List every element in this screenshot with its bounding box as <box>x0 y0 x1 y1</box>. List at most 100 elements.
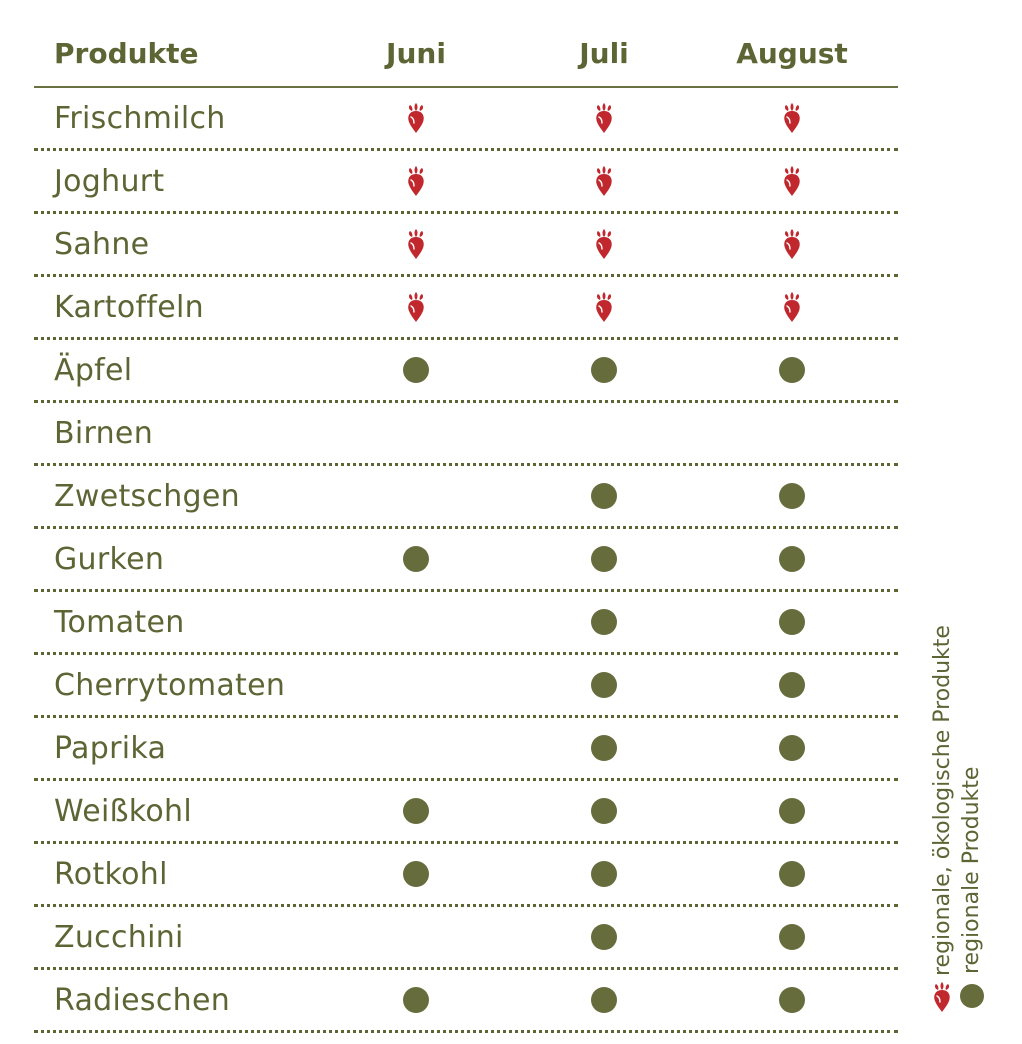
table-row: Birnen <box>34 403 898 466</box>
table-body: Frischmilch Joghurt Sahne Kartoffeln Äpfel Bi… <box>34 88 898 1033</box>
seasonal-products-table: Produkte Juni Juli August Frischmilch Jog… <box>34 20 898 1033</box>
dot-icon <box>591 861 617 887</box>
dot-icon <box>403 987 429 1013</box>
product-name: Tomaten <box>54 604 185 640</box>
cell-july <box>554 340 654 400</box>
cell-july <box>554 214 654 274</box>
beet-icon <box>593 166 615 196</box>
dot-icon <box>591 609 617 635</box>
cell-august <box>742 88 842 148</box>
table-row: Rotkohl <box>34 844 898 907</box>
cell-july <box>554 529 654 589</box>
dot-icon <box>591 672 617 698</box>
cell-june <box>366 340 466 400</box>
dot-icon <box>779 546 805 572</box>
product-name: Äpfel <box>54 352 133 388</box>
dot-icon <box>403 546 429 572</box>
table-row: Cherrytomaten <box>34 655 898 718</box>
dot-icon <box>779 798 805 824</box>
beet-icon <box>931 982 953 1012</box>
header-month-june: Juni <box>386 36 446 70</box>
dot-icon <box>591 987 617 1013</box>
dot-icon <box>779 861 805 887</box>
header-month-august: August <box>736 36 848 70</box>
table-row: Radieschen <box>34 970 898 1033</box>
cell-june <box>366 655 466 715</box>
cell-august <box>742 277 842 337</box>
cell-july <box>554 88 654 148</box>
dot-icon <box>403 357 429 383</box>
dot-icon <box>591 924 617 950</box>
product-name: Sahne <box>54 226 150 262</box>
cell-august <box>742 340 842 400</box>
cell-august <box>742 466 842 526</box>
cell-june <box>366 718 466 778</box>
cell-july <box>554 718 654 778</box>
legend: regionale, ökologische Produkte regional… <box>925 590 995 1012</box>
product-name: Paprika <box>54 730 167 766</box>
dot-icon <box>779 987 805 1013</box>
beet-icon <box>405 166 427 196</box>
cell-june <box>366 529 466 589</box>
cell-june <box>366 592 466 652</box>
table-row: Äpfel <box>34 340 898 403</box>
table-row: Weißkohl <box>34 781 898 844</box>
dot-icon <box>959 984 984 1008</box>
product-name: Frischmilch <box>54 100 226 136</box>
cell-august <box>742 970 842 1030</box>
cell-august <box>742 844 842 904</box>
cell-july <box>554 151 654 211</box>
beet-icon <box>781 103 803 133</box>
cell-july <box>554 970 654 1030</box>
cell-june <box>366 403 466 463</box>
cell-june <box>366 907 466 967</box>
cell-june <box>366 970 466 1030</box>
cell-august <box>742 781 842 841</box>
dot-icon <box>779 672 805 698</box>
product-name: Joghurt <box>54 163 165 199</box>
cell-august <box>742 592 842 652</box>
beet-icon <box>593 103 615 133</box>
cell-august <box>742 907 842 967</box>
table-row: Zwetschgen <box>34 466 898 529</box>
cell-june <box>366 844 466 904</box>
dot-icon <box>403 798 429 824</box>
cell-july <box>554 844 654 904</box>
cell-august <box>742 151 842 211</box>
cell-july <box>554 781 654 841</box>
cell-june <box>366 781 466 841</box>
legend-regional: regionale Produkte <box>959 767 984 1008</box>
dot-icon <box>591 357 617 383</box>
beet-icon <box>405 229 427 259</box>
table-header: Produkte Juni Juli August <box>34 20 898 88</box>
legend-regional-label: regionale Produkte <box>959 766 984 974</box>
legend-eco-label: regionale, ökologische Produkte <box>929 625 955 976</box>
dot-icon <box>591 546 617 572</box>
beet-icon <box>781 166 803 196</box>
cell-june <box>366 277 466 337</box>
beet-icon <box>593 229 615 259</box>
dot-icon <box>779 483 805 509</box>
legend-eco: regionale, ökologische Produkte <box>927 625 957 1012</box>
product-name: Kartoffeln <box>54 289 204 325</box>
product-name: Rotkohl <box>54 856 168 892</box>
product-name: Zwetschgen <box>54 478 240 514</box>
table-row: Frischmilch <box>34 88 898 151</box>
beet-icon <box>405 292 427 322</box>
product-name: Zucchini <box>54 919 184 955</box>
cell-august <box>742 214 842 274</box>
table-row: Gurken <box>34 529 898 592</box>
dot-icon <box>779 357 805 383</box>
dot-icon <box>591 483 617 509</box>
table-row: Sahne <box>34 214 898 277</box>
cell-july <box>554 466 654 526</box>
cell-august <box>742 718 842 778</box>
dot-icon <box>591 798 617 824</box>
cell-july <box>554 592 654 652</box>
table-row: Tomaten <box>34 592 898 655</box>
cell-august <box>742 655 842 715</box>
cell-june <box>366 151 466 211</box>
beet-icon <box>781 292 803 322</box>
dot-icon <box>779 609 805 635</box>
cell-june <box>366 88 466 148</box>
